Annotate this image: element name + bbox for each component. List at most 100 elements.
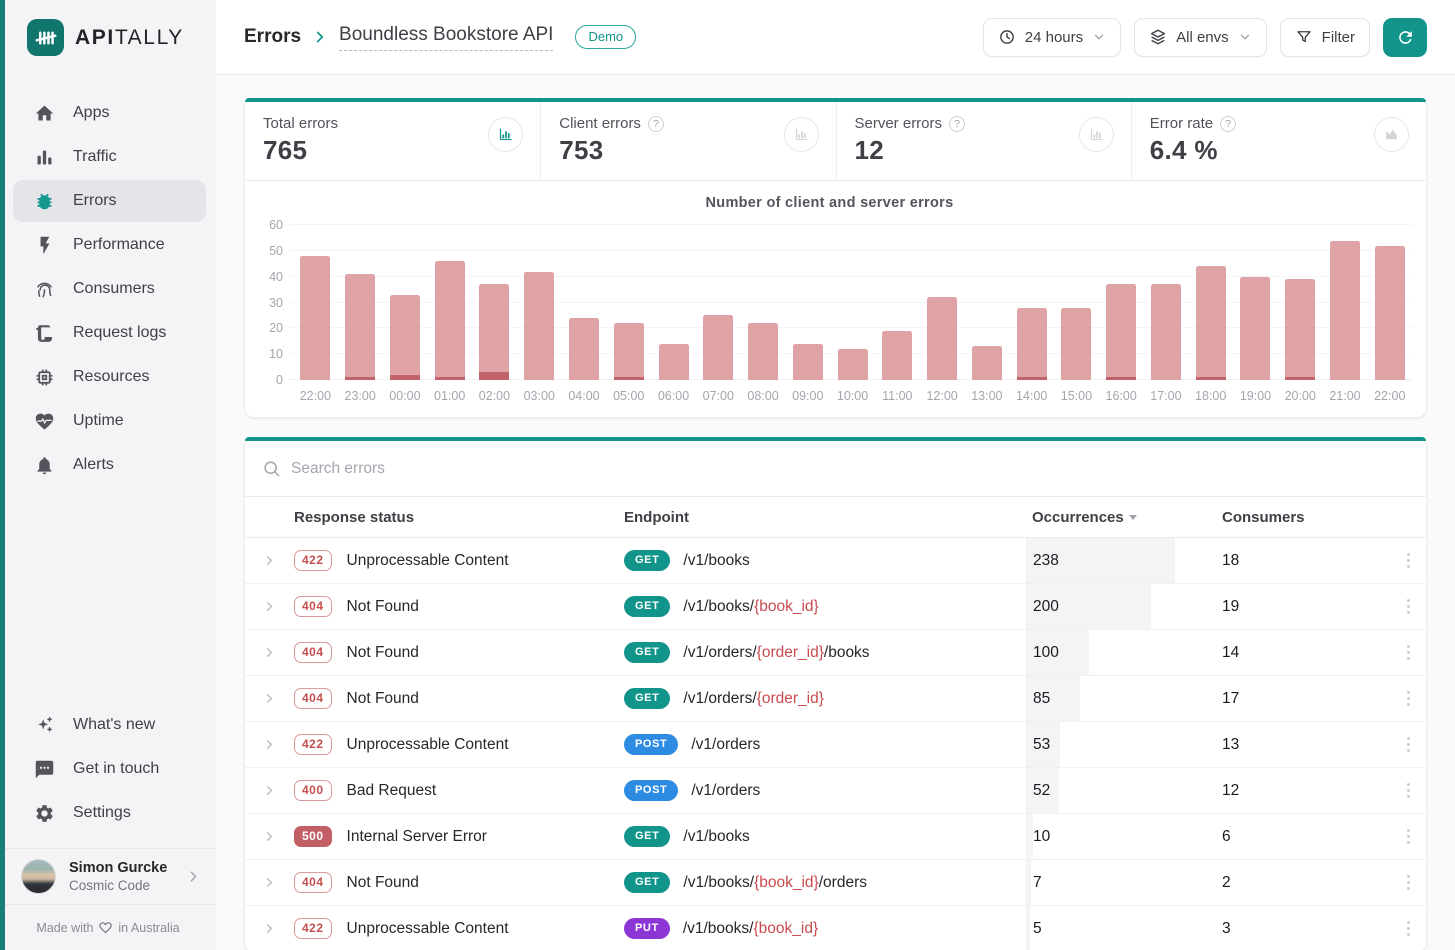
expand-chevron-icon[interactable] (245, 691, 294, 706)
expand-chevron-icon[interactable] (245, 783, 294, 798)
apitally-logo-icon (27, 19, 64, 56)
user-name: Simon Gurcke (69, 860, 168, 876)
expand-chevron-icon[interactable] (245, 645, 294, 660)
table-row[interactable]: 404 Not Found GET /v1/orders/{order_id}/… (245, 630, 1426, 676)
time-range-dropdown[interactable]: 24 hours (982, 17, 1122, 57)
occurrences-value: 52 (1033, 781, 1051, 799)
breadcrumb-section[interactable]: Errors (244, 26, 302, 47)
chart-bar (1285, 279, 1316, 380)
x-axis-tick: 22:00 (1374, 389, 1406, 403)
column-header-response-status[interactable]: Response status (294, 508, 415, 526)
stat-label: Client errors (559, 115, 641, 132)
method-badge: POST (624, 779, 679, 802)
sidebar-item-errors[interactable]: Errors (13, 180, 206, 222)
message-icon (34, 759, 55, 780)
app-logo[interactable]: APITALLY (0, 0, 216, 66)
consumers-value: 2 (1222, 873, 1231, 891)
sidebar-item-alerts[interactable]: Alerts (13, 444, 206, 486)
bug-icon (34, 191, 55, 212)
occurrences-bar (1027, 860, 1031, 905)
table-row[interactable]: 422 Unprocessable Content POST /v1/order… (245, 722, 1426, 768)
expand-chevron-icon[interactable] (245, 599, 294, 614)
status-text: Not Found (346, 597, 419, 615)
chart-bar-icon[interactable] (488, 117, 524, 152)
topbar: Errors Boundless Bookstore API Demo 24 h… (216, 0, 1455, 75)
expand-chevron-icon[interactable] (245, 737, 294, 752)
clock-icon (999, 30, 1014, 44)
row-menu-icon[interactable] (1403, 825, 1415, 849)
method-badge: POST (624, 733, 679, 756)
sidebar-item-apps[interactable]: Apps (13, 92, 206, 134)
row-menu-icon[interactable] (1403, 687, 1415, 711)
sidebar-item-resources[interactable]: Resources (13, 356, 206, 398)
table-row[interactable]: 404 Not Found GET /v1/books/{book_id} 20… (245, 584, 1426, 630)
sidebar-item-get-in-touch[interactable]: Get in touch (13, 748, 206, 790)
breadcrumb: Errors Boundless Bookstore API Demo (244, 24, 637, 51)
x-axis-tick: 15:00 (1060, 389, 1093, 403)
occurrences-value: 5 (1033, 919, 1042, 937)
chart-bar-icon[interactable] (783, 117, 819, 152)
chart-bar (1061, 307, 1092, 380)
sidebar-item-settings[interactable]: Settings (13, 792, 206, 834)
x-axis-tick: 12:00 (926, 389, 958, 403)
stat-value: 753 (559, 135, 604, 165)
row-menu-icon[interactable] (1403, 733, 1415, 757)
help-icon[interactable]: ? (949, 115, 966, 132)
row-menu-icon[interactable] (1403, 595, 1415, 619)
x-axis-tick: 16:00 (1105, 389, 1137, 403)
breadcrumb-app-selector[interactable]: Boundless Bookstore API (339, 24, 554, 51)
row-menu-icon[interactable] (1403, 641, 1415, 665)
row-menu-icon[interactable] (1403, 549, 1415, 573)
chart-area-icon[interactable] (1374, 117, 1409, 152)
chart-bar (1195, 266, 1226, 380)
table-row[interactable]: 400 Bad Request POST /v1/orders 52 12 (245, 768, 1426, 814)
filter-button[interactable]: Filter (1279, 17, 1370, 57)
x-axis-tick: 02:00 (478, 389, 511, 403)
chart-bar-icon[interactable] (1078, 117, 1114, 152)
chart-bar (1150, 284, 1181, 380)
endpoint-path: /v1/orders (691, 735, 761, 753)
help-icon[interactable]: ? (647, 115, 664, 132)
search-icon (264, 461, 280, 477)
sidebar-item-traffic[interactable]: Traffic (13, 136, 206, 178)
sidebar-item-uptime[interactable]: Uptime (13, 400, 206, 442)
env-dropdown[interactable]: All envs (1134, 17, 1267, 57)
gear-icon (34, 803, 55, 824)
user-card[interactable]: Simon Gurcke Cosmic Code (0, 848, 216, 904)
row-menu-icon[interactable] (1403, 779, 1415, 803)
sidebar-item-request-logs[interactable]: Request logs (13, 312, 206, 354)
x-axis-tick: 14:00 (1015, 389, 1048, 403)
row-menu-icon[interactable] (1403, 917, 1415, 941)
row-menu-icon[interactable] (1403, 871, 1415, 895)
refresh-button[interactable] (1383, 17, 1427, 57)
expand-chevron-icon[interactable] (245, 553, 294, 568)
chart-bar (971, 346, 1002, 380)
sidebar-item-performance[interactable]: Performance (13, 224, 206, 266)
sidebar-item-consumers[interactable]: Consumers (13, 268, 206, 310)
sidebar-bottom-nav: What's new Get in touch Settings (0, 704, 216, 834)
expand-chevron-icon[interactable] (245, 875, 294, 890)
chart-x-axis: 22:00 23:00 00:00 01:00 02:00 03:00 04:00 05:00… (293, 389, 1412, 403)
column-header-consumers[interactable]: Consumers (1222, 508, 1305, 526)
table-row[interactable]: 500 Internal Server Error GET /v1/books … (245, 814, 1426, 860)
table-row[interactable]: 422 Unprocessable Content GET /v1/books … (245, 538, 1426, 584)
status-code-badge: 500 (294, 825, 332, 848)
table-row[interactable]: 404 Not Found GET /v1/orders/{order_id} … (245, 676, 1426, 722)
help-icon[interactable]: ? (1220, 115, 1237, 132)
expand-chevron-icon[interactable] (245, 829, 294, 844)
occurrences-bar (1027, 538, 1175, 583)
heart-icon (99, 922, 113, 934)
search-input[interactable] (291, 459, 1409, 478)
sidebar-item-what-s-new[interactable]: What's new (13, 704, 206, 746)
home-icon (34, 103, 55, 124)
table-row[interactable]: 404 Not Found GET /v1/books/{book_id}/or… (245, 860, 1426, 906)
status-code-badge: 422 (294, 917, 332, 940)
expand-chevron-icon[interactable] (245, 921, 294, 936)
table-row[interactable]: 422 Unprocessable Content PUT /v1/books/… (245, 906, 1426, 950)
column-header-occurrences[interactable]: Occurrences (1026, 509, 1216, 526)
column-header-endpoint[interactable]: Endpoint (624, 508, 689, 526)
sidebar: APITALLY Apps Traffic Errors Performance… (0, 0, 216, 950)
consumers-value: 3 (1222, 919, 1231, 937)
x-axis-tick: 07:00 (702, 389, 734, 403)
consumers-value: 17 (1222, 689, 1240, 707)
